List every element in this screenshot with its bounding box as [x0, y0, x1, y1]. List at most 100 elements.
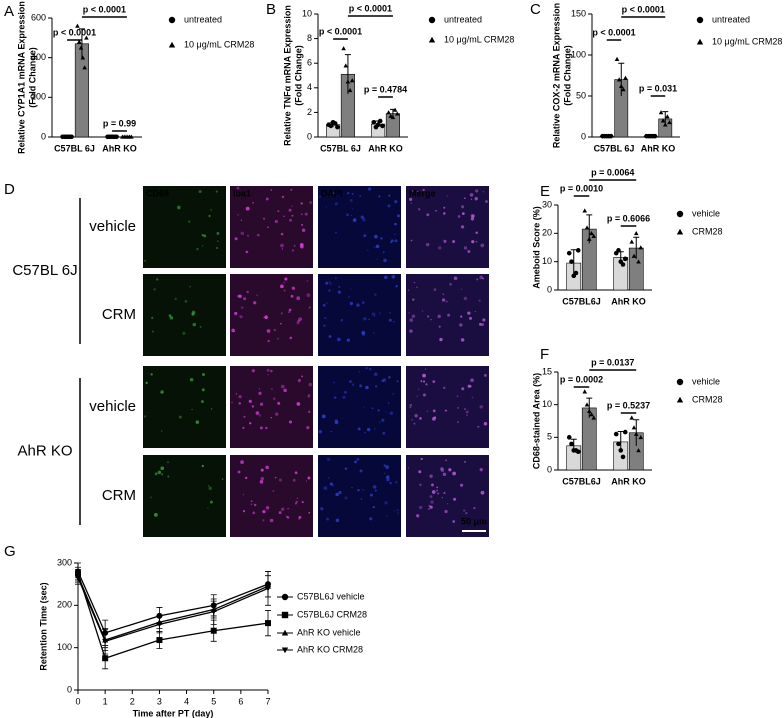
cell-signal: [382, 378, 387, 382]
cell-signal: [368, 318, 370, 320]
cell-signal: [428, 508, 431, 510]
cell-signal: [428, 505, 431, 508]
cell-signal: [236, 186, 240, 190]
legend-label: C57BL6J CRM28: [297, 609, 367, 619]
cell-signal: [388, 318, 392, 322]
micrograph-image: [230, 186, 313, 268]
cell-signal: [469, 316, 473, 320]
data-point: [566, 435, 572, 440]
cell-signal: [215, 246, 219, 250]
cell-signal: [373, 246, 376, 249]
cell-signal: [351, 486, 353, 489]
cell-signal: [337, 290, 341, 294]
cell-signal: [447, 313, 451, 317]
cell-signal: [299, 242, 304, 247]
data-point: [582, 208, 588, 213]
x-tick-label: 5: [211, 696, 216, 706]
micrograph-image: [230, 274, 313, 356]
cell-signal: [374, 315, 376, 317]
legend-label: C57BL6J vehicle: [297, 591, 365, 601]
cell-signal: [328, 281, 331, 283]
cell-signal: [424, 368, 427, 370]
cell-signal: [470, 217, 475, 221]
panel-letter: A: [4, 3, 14, 20]
cell-signal: [281, 248, 283, 250]
cell-signal: [274, 476, 277, 479]
cell-signal: [379, 312, 381, 314]
cell-signal: [307, 395, 310, 398]
cell-signal: [467, 384, 471, 388]
cell-signal: [274, 219, 278, 224]
cell-signal: [426, 410, 429, 412]
cell-signal: [350, 288, 352, 290]
cell-signal: [381, 418, 385, 422]
cell-signal: [356, 303, 360, 307]
y-tick-label: 5: [547, 432, 552, 442]
cell-signal: [243, 415, 246, 418]
cell-signal: [266, 329, 271, 333]
data-point: [328, 123, 334, 129]
cell-signal: [367, 187, 372, 191]
cell-signal: [153, 288, 156, 291]
cell-signal: [366, 427, 371, 432]
y-tick-label: 20: [542, 228, 552, 238]
data-point: [620, 454, 626, 460]
cell-signal: [255, 411, 260, 415]
cell-signal: [460, 483, 464, 487]
cell-signal: [266, 368, 270, 372]
cell-signal: [326, 517, 330, 521]
data-point: [332, 121, 338, 126]
cell-signal: [280, 384, 285, 389]
data-point: [616, 248, 621, 253]
cell-signal: [430, 318, 432, 321]
cell-signal: [383, 464, 387, 467]
cell-signal: [304, 212, 308, 216]
cell-signal: [327, 477, 330, 480]
cell-signal: [409, 403, 413, 407]
cell-signal: [242, 510, 246, 513]
cell-signal: [267, 373, 269, 376]
cell-signal: [394, 233, 396, 236]
cell-signal: [433, 288, 437, 292]
x-tick-label: C57BL 6J: [54, 143, 95, 153]
cell-signal: [388, 194, 391, 197]
cell-signal: [291, 205, 293, 207]
cell-signal: [446, 195, 448, 197]
cell-signal: [446, 503, 449, 505]
data-point: [343, 63, 349, 68]
cell-signal: [387, 204, 391, 208]
cell-signal: [309, 201, 313, 204]
cell-signal: [465, 410, 469, 414]
cell-signal: [160, 430, 163, 432]
y-tick-label: 0: [41, 131, 46, 141]
data-point: [210, 609, 217, 615]
cell-signal: [372, 332, 375, 334]
data-point: [386, 110, 391, 115]
x-tick-label: 6: [238, 696, 243, 706]
cell-signal: [167, 461, 169, 464]
y-axis-label: (Fold Change): [27, 47, 37, 108]
cell-signal: [429, 474, 433, 479]
data-point: [371, 119, 377, 125]
legend-label: AhR KO CRM28: [297, 644, 363, 654]
legend-label: untreated: [712, 14, 750, 24]
data-point: [589, 412, 594, 417]
cell-signal: [384, 472, 386, 474]
cell-signal: [188, 220, 191, 223]
condition-label: vehicle: [89, 398, 136, 415]
cell-signal: [283, 289, 286, 292]
cell-signal: [149, 496, 152, 499]
error-bar: [586, 397, 593, 418]
data-point: [662, 122, 668, 127]
data-point: [569, 441, 574, 447]
cell-signal: [437, 314, 441, 319]
cell-signal: [294, 245, 296, 247]
data-point: [569, 259, 574, 264]
cell-signal: [332, 192, 335, 195]
cell-signal: [444, 509, 448, 514]
data-point: [620, 262, 626, 267]
cell-signal: [324, 316, 327, 320]
cell-signal: [431, 490, 436, 494]
cell-signal: [457, 215, 461, 218]
cell-signal: [207, 507, 209, 509]
